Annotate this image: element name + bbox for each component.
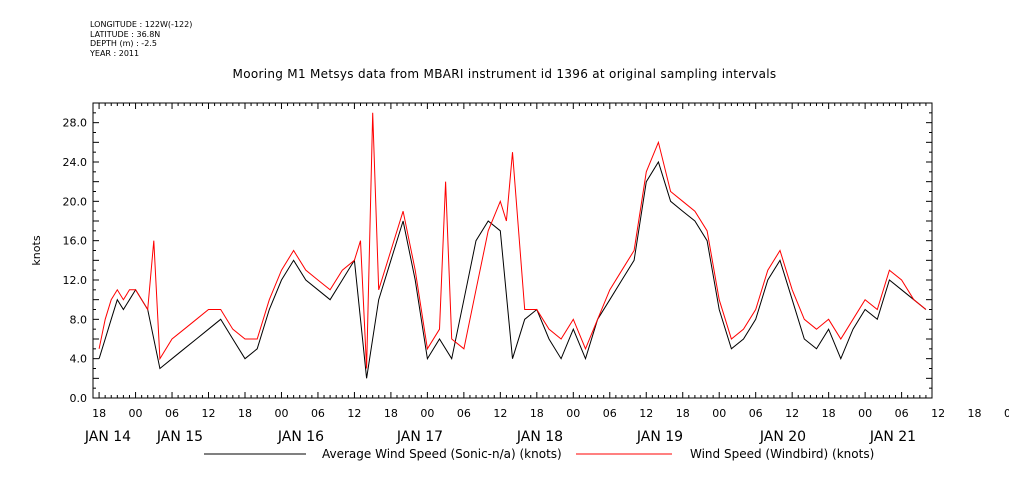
y-tick-label: 24.0 — [63, 156, 88, 169]
x-day-label: JAN 17 — [396, 429, 443, 445]
y-tick-label: 16.0 — [63, 235, 88, 248]
legend-label: Wind Speed (Windbird) (knots) — [690, 447, 874, 461]
y-axis-label: knots — [30, 235, 43, 265]
x-hour-label: 18 — [676, 407, 690, 420]
x-hour-label: 00 — [129, 407, 143, 420]
x-hour-label: 06 — [603, 407, 617, 420]
x-hour-label: 06 — [749, 407, 763, 420]
x-day-label: JAN 16 — [277, 429, 324, 445]
x-hour-label: 18 — [968, 407, 982, 420]
x-hour-label: 12 — [931, 407, 945, 420]
year-text: YEAR : 2011 — [90, 48, 140, 58]
chart-title: Mooring M1 Metsys data from MBARI instru… — [232, 67, 777, 81]
x-hour-label: 00 — [712, 407, 726, 420]
x-day-label: JAN 19 — [636, 429, 683, 445]
x-hour-label: 00 — [420, 407, 434, 420]
series-layer — [98, 112, 927, 379]
x-hour-label: 00 — [858, 407, 872, 420]
metadata-block: LONGITUDE : 122W(-122) LATITUDE : 36.8N … — [90, 20, 192, 58]
x-hour-label: 06 — [165, 407, 179, 420]
x-hour-label: 06 — [457, 407, 471, 420]
latitude-text: LATITUDE : 36.8N — [90, 29, 161, 39]
x-hour-label: 18 — [92, 407, 106, 420]
x-hour-label: 00 — [566, 407, 580, 420]
x-hour-label: 18 — [822, 407, 836, 420]
chart-axes: 0.0 4.0 8.0 12.0 16.0 20.0 24.0 28.0 knots 18 00 06… — [30, 102, 1009, 445]
legend: Average Wind Speed (Sonic-n/a) (knots) Wi… — [204, 447, 874, 461]
x-hour-label: 06 — [895, 407, 909, 420]
x-hour-label: 18 — [238, 407, 252, 420]
y-tick-label: 12.0 — [63, 274, 88, 287]
x-day-label: JAN 18 — [516, 429, 563, 445]
x-hour-label: 00 — [1004, 407, 1009, 420]
x-hour-label: 12 — [639, 407, 653, 420]
x-hour-label: 12 — [202, 407, 216, 420]
y-tick-label: 8.0 — [70, 313, 88, 326]
series-average-wind-line — [98, 160, 927, 379]
y-tick-label: 0.0 — [70, 392, 88, 405]
x-day-label: JAN 15 — [156, 429, 203, 445]
x-day-label: JAN 14 — [84, 429, 131, 445]
x-hour-label: 06 — [311, 407, 325, 420]
x-hour-label: 00 — [274, 407, 288, 420]
x-hour-label: 12 — [785, 407, 799, 420]
x-hour-label: 18 — [384, 407, 398, 420]
legend-label: Average Wind Speed (Sonic-n/a) (knots) — [322, 447, 562, 461]
x-day-label: JAN 20 — [759, 429, 806, 445]
y-tick-label: 28.0 — [63, 117, 88, 130]
x-hour-label: 12 — [493, 407, 507, 420]
x-hour-label: 18 — [530, 407, 544, 420]
series-windbird-line — [98, 112, 927, 369]
x-hour-label: 12 — [347, 407, 361, 420]
y-tick-label: 4.0 — [70, 353, 88, 366]
depth-text: DEPTH (m) : -2.5 — [90, 39, 157, 48]
y-tick-label: 20.0 — [63, 195, 88, 208]
longitude-text: LONGITUDE : 122W(-122) — [90, 20, 193, 29]
x-day-label: JAN 21 — [869, 429, 916, 445]
